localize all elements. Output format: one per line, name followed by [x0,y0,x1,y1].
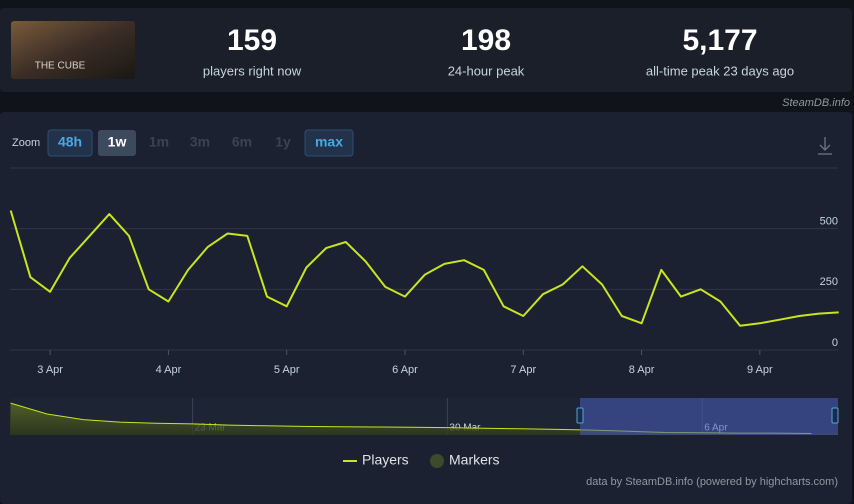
zoom-button-label[interactable]: 1w [108,134,127,150]
stat-label: all-time peak 23 days ago [646,63,794,78]
navigator-handle[interactable] [576,407,584,424]
legend-label[interactable]: Players [362,452,409,468]
zoom-button-label: 1m [149,134,169,150]
download-icon[interactable] [818,137,832,155]
x-tick-label: 8 Apr [629,364,655,376]
credits: data by SteamDB.info (powered by highcha… [586,476,838,488]
x-tick-label: 9 Apr [747,364,773,376]
legend-marker [430,454,444,468]
stat-value: 198 [461,24,511,57]
chart-panel [0,112,852,504]
zoom-button[interactable] [98,130,136,156]
navigator-handle[interactable] [831,407,839,424]
stat-label: players right now [203,63,302,78]
x-tick-label: 6 Apr [392,364,418,376]
navigator-area [10,403,838,435]
y-tick-label: 0 [832,337,838,349]
stat-value: 159 [227,24,277,57]
zoom-button-label[interactable]: max [315,134,343,150]
zoom-button-label: 1y [275,134,291,150]
zoom-button-label[interactable]: 48h [58,134,82,150]
stats-panel [0,8,852,92]
game-thumbnail [11,21,135,79]
zoom-label: Zoom [12,137,40,149]
game-logo: THE CUBE [35,61,86,72]
zoom-button[interactable] [304,129,354,157]
series-line [9,210,839,327]
zoom-button-label: 6m [232,134,252,150]
navigator-selection[interactable] [580,398,838,435]
y-tick-label: 500 [820,216,838,228]
x-tick-label: 4 Apr [156,364,182,376]
x-tick-label: 5 Apr [274,364,300,376]
legend-label[interactable]: Markers [449,452,500,468]
y-tick-label: 250 [820,276,838,288]
x-tick-label: 3 Apr [37,364,63,376]
zoom-button[interactable] [47,129,93,157]
x-tick-label: 7 Apr [510,364,536,376]
stat-label: 24-hour peak [448,63,525,78]
stat-value: 5,177 [682,24,757,57]
site-label: SteamDB.info [782,97,850,109]
zoom-button-label: 3m [190,134,210,150]
